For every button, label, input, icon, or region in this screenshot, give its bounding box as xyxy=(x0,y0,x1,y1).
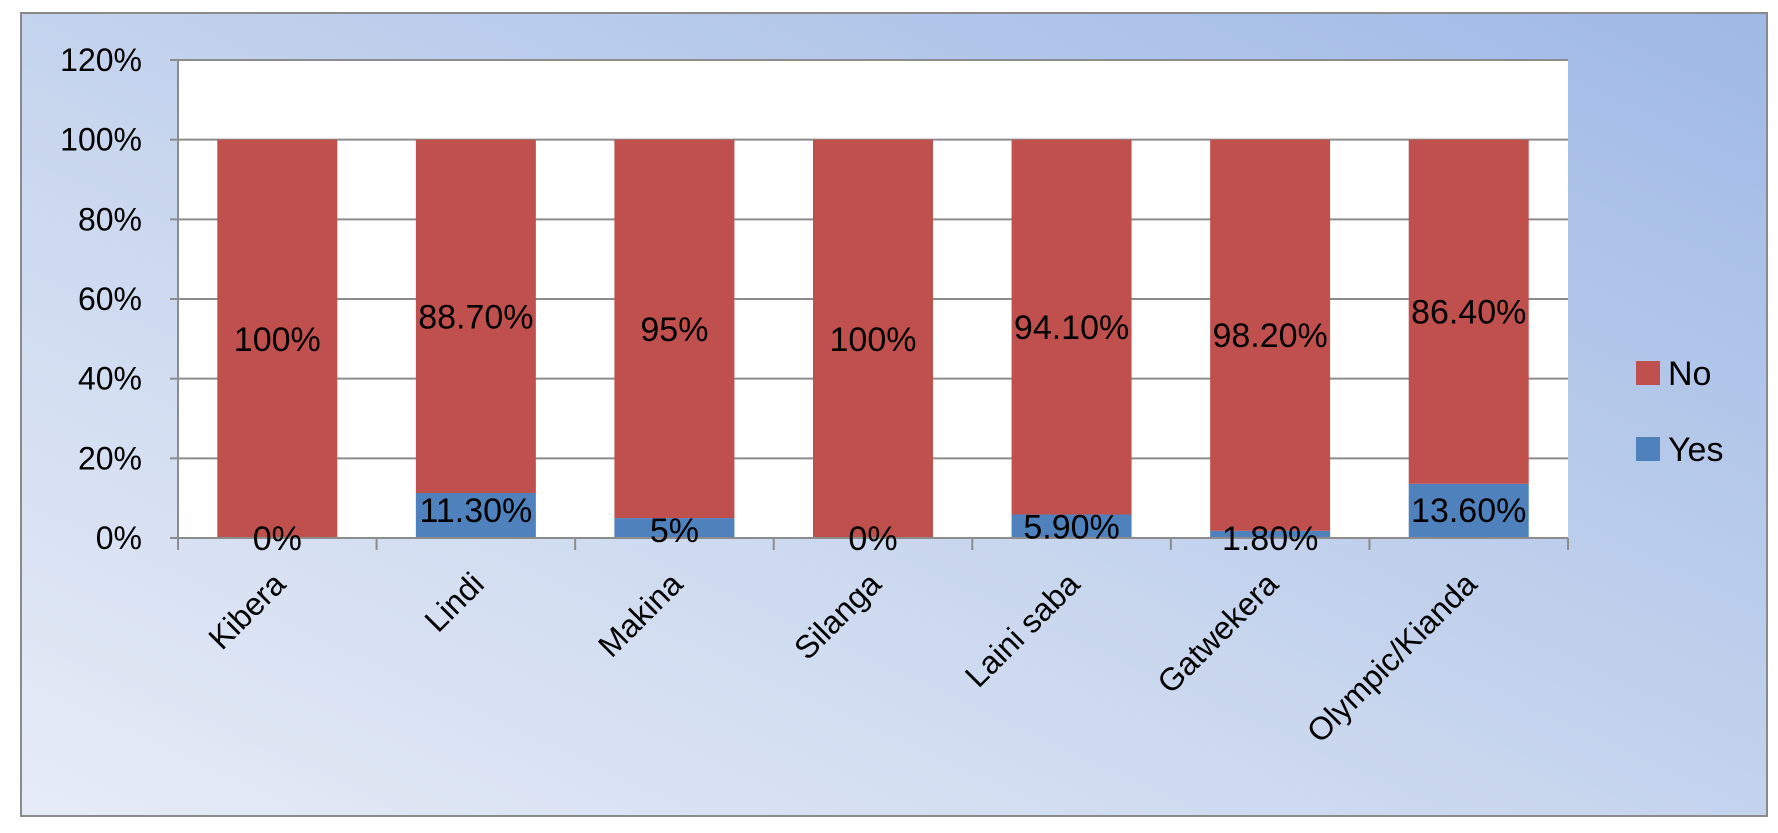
bar-yes xyxy=(1210,530,1331,538)
category-label: Olympic/Kianda xyxy=(1300,565,1484,749)
data-label-no: 100% xyxy=(830,321,917,359)
data-labels: 100% 0% 88.70% 11.30% 95% 5% 100% 0% 94.10% 5.90%… xyxy=(234,294,1527,558)
data-label-yes: 5.90% xyxy=(1023,508,1119,546)
y-tick-label: 20% xyxy=(78,440,142,476)
bar-yes xyxy=(1011,514,1132,538)
data-label-yes: 5% xyxy=(650,512,699,550)
data-label-no: 94.10% xyxy=(1014,309,1129,347)
y-tick-label: 120% xyxy=(60,42,142,78)
legend-label-no: No xyxy=(1668,355,1711,393)
bar-yes xyxy=(614,518,735,538)
data-label-yes: 11.30% xyxy=(419,492,532,530)
category-label: Gatwekera xyxy=(1150,565,1285,700)
category-label: Makina xyxy=(591,565,690,664)
bar-no xyxy=(1408,139,1529,484)
data-label-no: 88.70% xyxy=(418,298,533,336)
bar-no xyxy=(1210,139,1331,531)
data-label-yes: 0% xyxy=(253,520,302,558)
bar-yes xyxy=(415,492,536,538)
bar-no xyxy=(217,139,338,538)
bar-no xyxy=(813,139,933,538)
category-label: Laini saba xyxy=(958,565,1087,694)
bar-yes xyxy=(1408,483,1529,538)
legend-label-yes: Yes xyxy=(1668,431,1723,469)
y-tick-label: 100% xyxy=(60,122,142,158)
bars xyxy=(217,139,1529,538)
category-label: Kibera xyxy=(201,565,292,656)
bar-no xyxy=(1011,139,1132,515)
legend: No Yes xyxy=(1636,355,1723,469)
data-label-no: 86.40% xyxy=(1411,294,1526,332)
y-tick-label: 40% xyxy=(78,361,142,397)
data-label-no: 98.20% xyxy=(1212,317,1327,355)
data-label-yes: 0% xyxy=(848,520,897,558)
y-tick-label: 60% xyxy=(78,281,142,317)
data-label-yes: 13.60% xyxy=(1411,492,1526,530)
data-label-no: 100% xyxy=(234,321,321,359)
y-tick-label: 0% xyxy=(96,520,142,556)
y-tick-label: 80% xyxy=(78,201,142,237)
bar-no xyxy=(415,139,536,493)
legend-swatch-yes xyxy=(1636,437,1660,461)
category-label: Lindi xyxy=(418,565,491,638)
bar-no xyxy=(614,139,735,519)
category-label: Silanga xyxy=(787,565,888,666)
data-label-yes: 1.80% xyxy=(1222,520,1318,558)
legend-swatch-no xyxy=(1636,361,1660,385)
data-label-no: 95% xyxy=(640,311,708,349)
